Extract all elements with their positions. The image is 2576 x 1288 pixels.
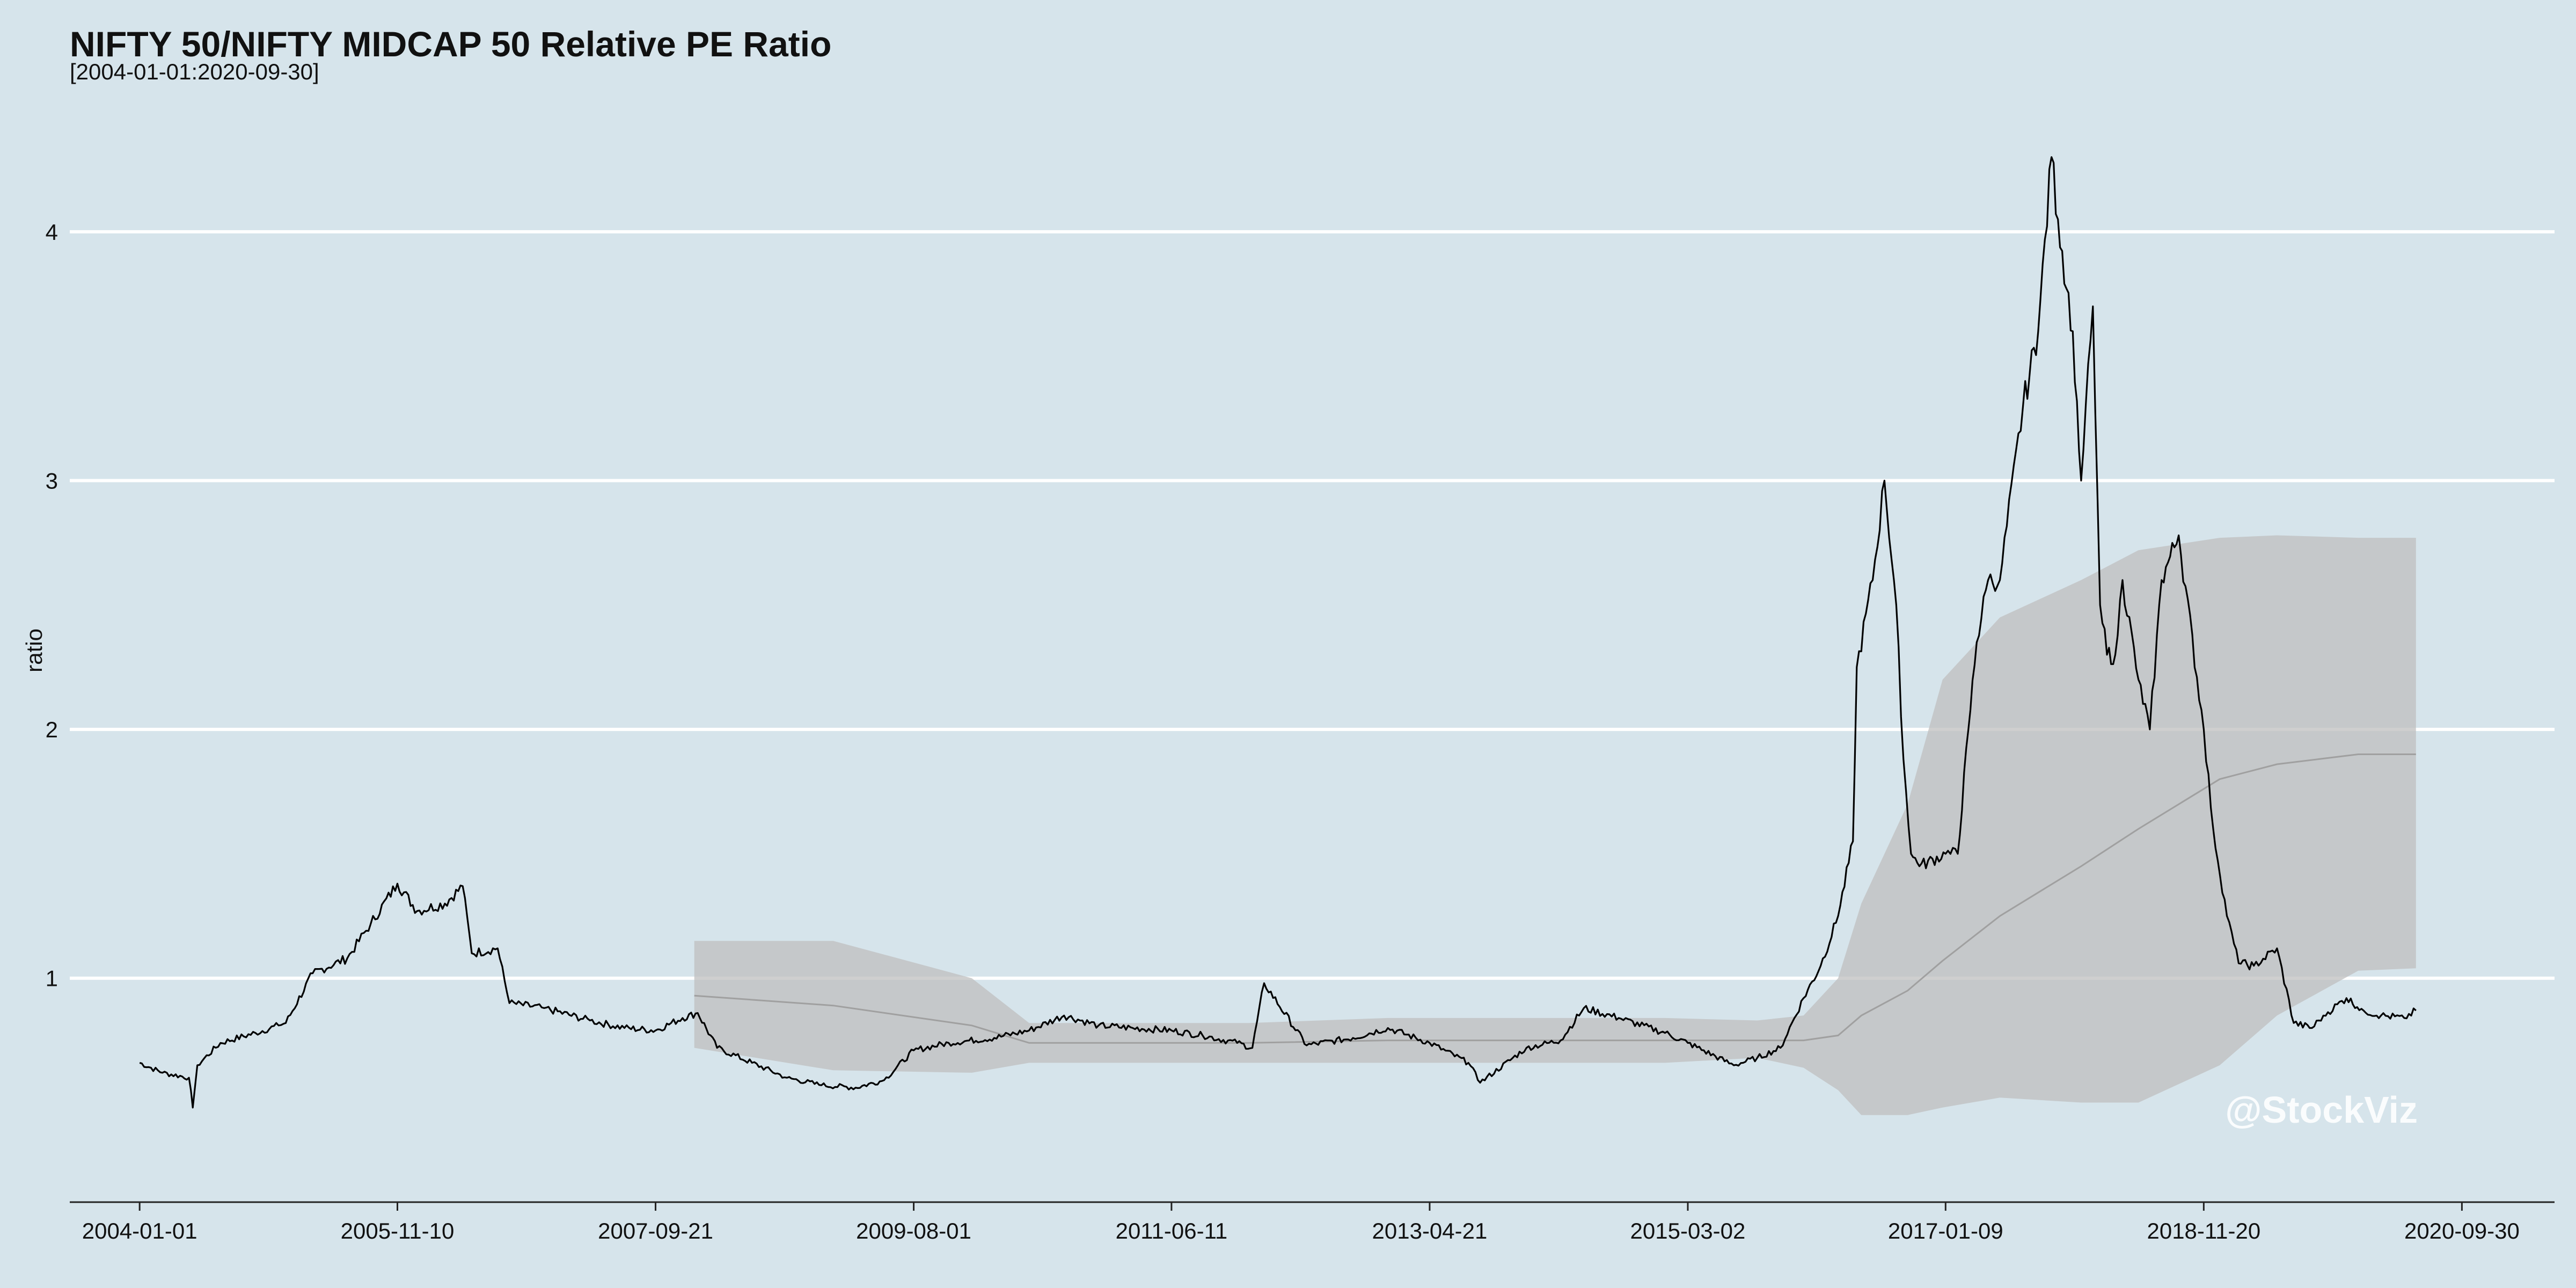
x-tick-label: 2009-08-01 bbox=[856, 1218, 971, 1243]
x-tick-label: 2007-09-21 bbox=[598, 1218, 713, 1243]
y-axis-title: ratio bbox=[21, 628, 47, 672]
x-tick-label: 2013-04-21 bbox=[1372, 1218, 1488, 1243]
x-tick-label: 2015-03-02 bbox=[1630, 1218, 1746, 1243]
y-tick-label: 4 bbox=[46, 219, 58, 245]
y-tick-label: 1 bbox=[46, 966, 58, 991]
y-tick-label: 3 bbox=[46, 468, 58, 493]
band-area bbox=[694, 535, 2416, 1115]
band-mean-line bbox=[694, 753, 2416, 1044]
x-tick-label: 2004-01-01 bbox=[82, 1218, 197, 1243]
y-axis: 1 2 3 4 bbox=[46, 219, 58, 991]
x-axis: 2004-01-01 2005-11-10 2007-09-21 2009-08-01… bbox=[70, 1201, 2555, 1243]
series-line bbox=[139, 156, 2417, 1109]
series-lines bbox=[139, 156, 2417, 1109]
chart-title: NIFTY 50/NIFTY MIDCAP 50 Relative PE Rat… bbox=[70, 24, 831, 64]
x-tick-label: 2017-01-09 bbox=[1888, 1218, 2003, 1243]
chart-subtitle: [2004-01-01:2020-09-30] bbox=[70, 59, 319, 84]
x-tick-label: 2020-09-30 bbox=[2404, 1218, 2520, 1243]
x-tick-label: 2011-06-11 bbox=[1116, 1218, 1228, 1243]
x-tick-label: 2018-11-20 bbox=[2147, 1218, 2260, 1243]
y-tick-label: 2 bbox=[46, 717, 58, 742]
confidence-band bbox=[694, 535, 2416, 1115]
x-tick-label: 2005-11-10 bbox=[341, 1218, 455, 1243]
watermark: @StockViz bbox=[2225, 1089, 2418, 1131]
